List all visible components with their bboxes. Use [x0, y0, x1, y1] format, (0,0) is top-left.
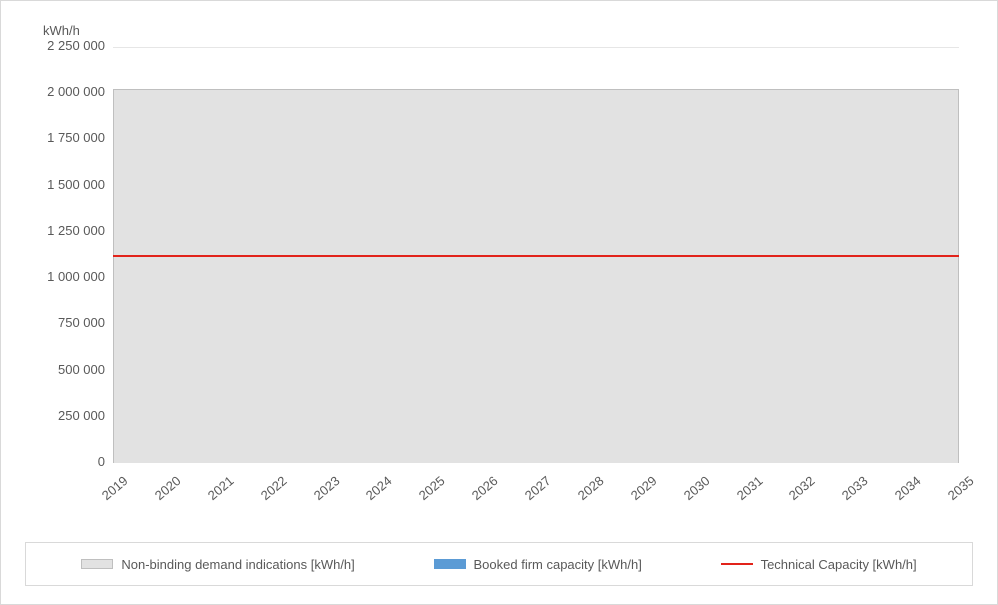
x-tick-label: 2022	[244, 473, 289, 514]
x-tick-label: 2032	[773, 473, 818, 514]
x-tick-label: 2026	[456, 473, 501, 514]
y-tick-label: 2 250 000	[21, 38, 105, 53]
x-tick-label: 2028	[562, 473, 607, 514]
legend-item-non-binding: Non-binding demand indications [kWh/h]	[81, 557, 354, 572]
x-tick-label: 2020	[139, 473, 184, 514]
x-tick-label: 2021	[192, 473, 237, 514]
x-tick-label: 2025	[403, 473, 448, 514]
line-technical-capacity	[113, 255, 959, 257]
y-tick-label: 2 000 000	[21, 84, 105, 99]
y-tick-label: 1 500 000	[21, 177, 105, 192]
x-tick-label: 2023	[297, 473, 342, 514]
x-tick-label: 2030	[667, 473, 712, 514]
x-tick-label: 2019	[86, 473, 131, 514]
y-tick-label: 1 000 000	[21, 269, 105, 284]
y-tick-label: 0	[21, 454, 105, 469]
legend-item-booked-firm: Booked firm capacity [kWh/h]	[434, 557, 642, 572]
legend-label: Booked firm capacity [kWh/h]	[474, 557, 642, 572]
legend-swatch-area-icon	[81, 559, 113, 569]
y-tick-label: 500 000	[21, 362, 105, 377]
legend: Non-binding demand indications [kWh/h] B…	[25, 542, 973, 586]
x-tick-label: 2027	[509, 473, 554, 514]
x-tick-label: 2024	[350, 473, 395, 514]
x-tick-label: 2035	[932, 473, 977, 514]
x-tick-label: 2029	[615, 473, 660, 514]
legend-label: Non-binding demand indications [kWh/h]	[121, 557, 354, 572]
y-tick-label: 1 750 000	[21, 130, 105, 145]
y-axis-unit: kWh/h	[43, 23, 80, 38]
y-tick-label: 1 250 000	[21, 223, 105, 238]
y-tick-label: 750 000	[21, 315, 105, 330]
x-tick-label: 2031	[720, 473, 765, 514]
area-non-binding-demand	[113, 89, 959, 463]
plot-area	[113, 47, 959, 463]
legend-item-technical: Technical Capacity [kWh/h]	[721, 557, 917, 572]
y-tick-label: 250 000	[21, 408, 105, 423]
legend-swatch-line-icon	[721, 563, 753, 565]
legend-swatch-area-icon	[434, 559, 466, 569]
legend-label: Technical Capacity [kWh/h]	[761, 557, 917, 572]
chart-container: kWh/h 0 250 000 500 000 750 000 1 000 000 1 2…	[0, 0, 998, 605]
x-tick-label: 2034	[879, 473, 924, 514]
gridline	[113, 47, 959, 48]
x-tick-label: 2033	[826, 473, 871, 514]
